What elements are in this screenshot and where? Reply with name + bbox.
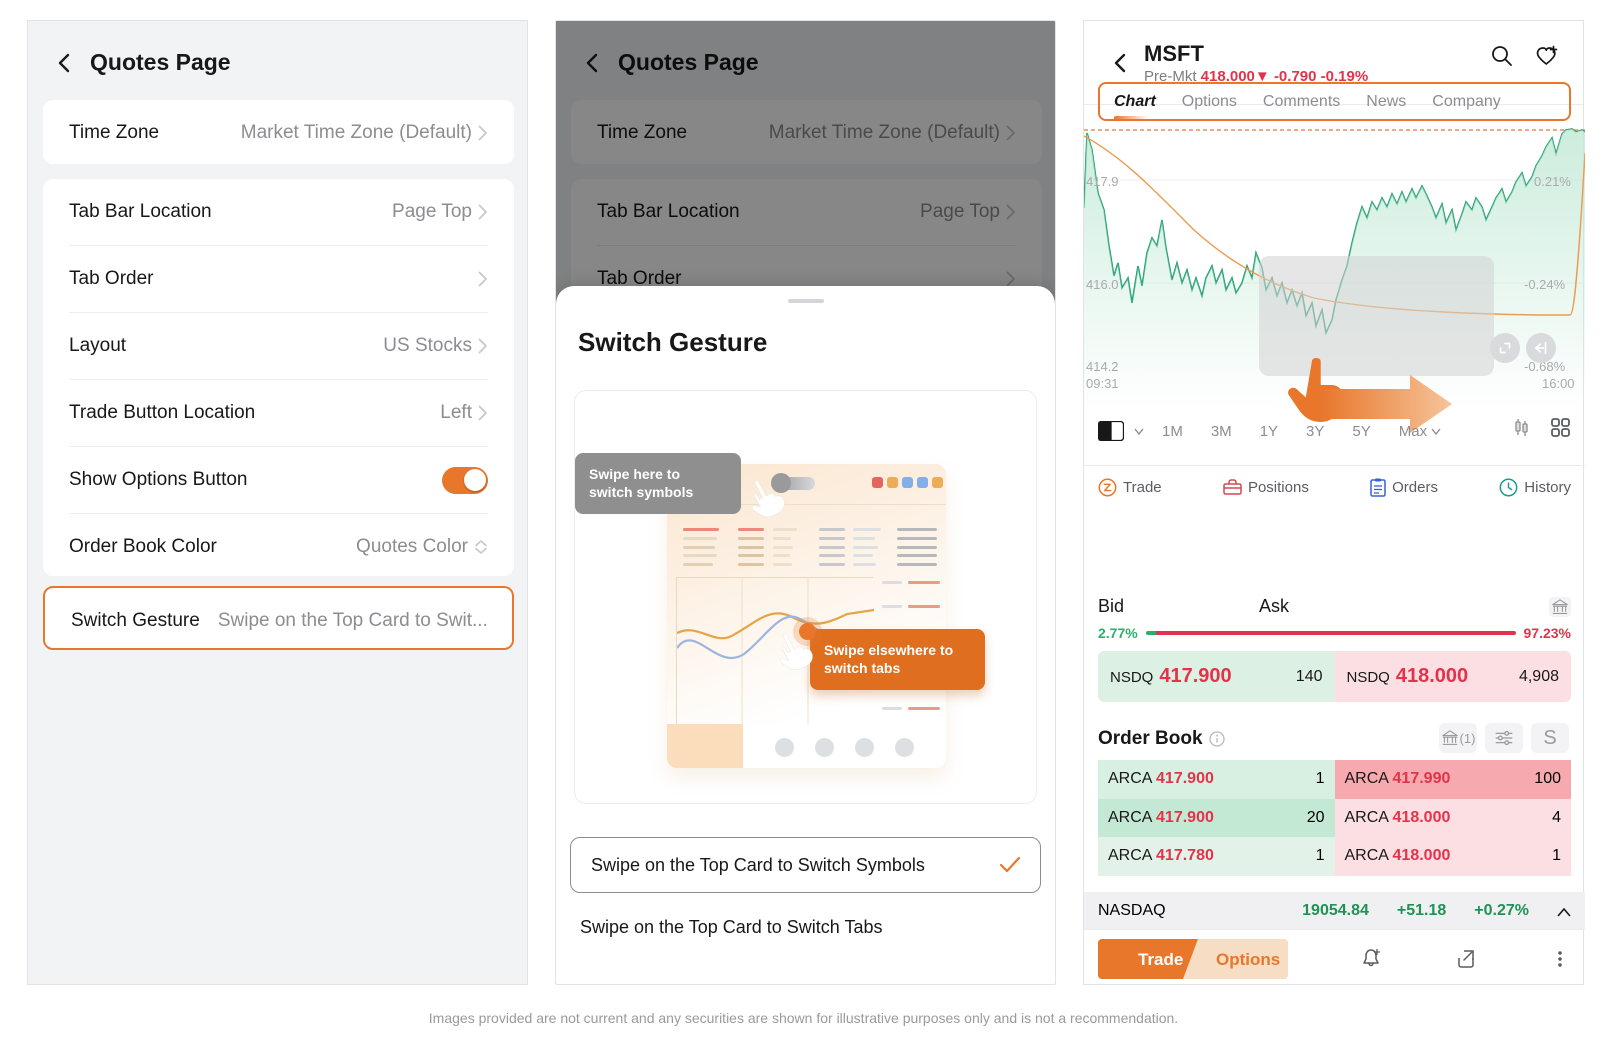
svg-text:Options: Options <box>1216 950 1280 969</box>
svg-text:Trade: Trade <box>1138 950 1183 969</box>
